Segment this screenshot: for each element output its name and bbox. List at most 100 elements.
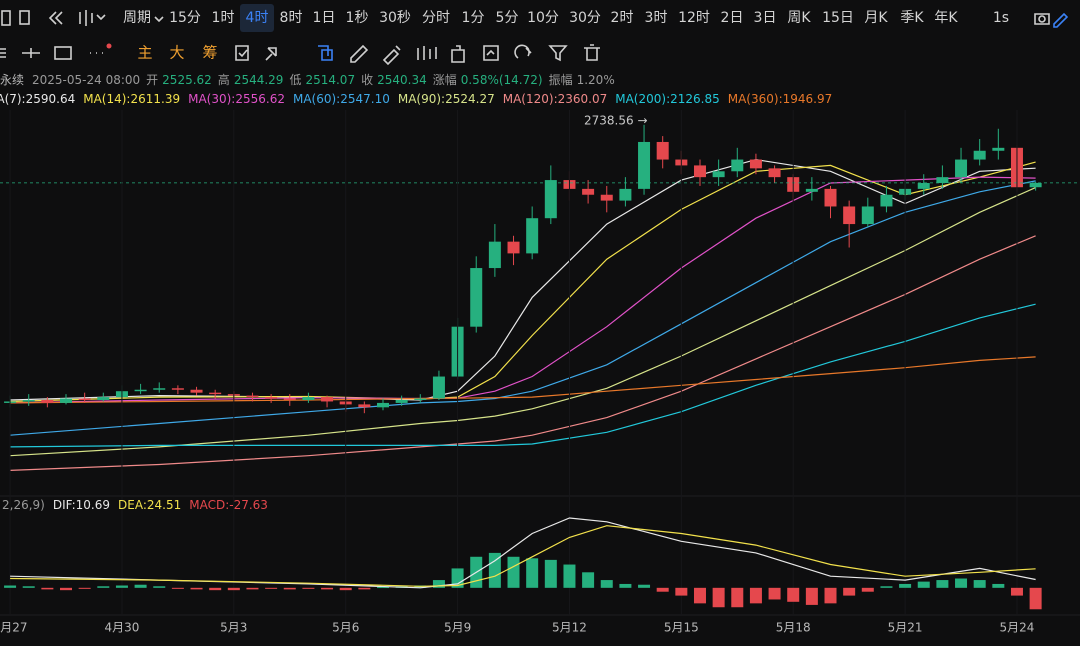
candle-body [97, 397, 110, 400]
info-text: 0.58%(14.72) [461, 73, 543, 87]
refresh-rate[interactable]: 1s [993, 10, 1009, 26]
legend-entry: MACD:-27.63 [189, 498, 268, 512]
macd-bar [712, 587, 725, 608]
period-option[interactable]: 季K [900, 10, 924, 26]
icon-pencil[interactable] [350, 44, 369, 63]
icon-period-dropdown[interactable] [154, 16, 164, 23]
period-option[interactable]: 1秒 [346, 10, 369, 26]
x-tick-label: 5月21 [888, 621, 923, 635]
macd-bar [209, 587, 222, 591]
period-option[interactable]: 8时 [280, 10, 303, 26]
x-tick-label: 5月24 [1000, 621, 1035, 635]
candle-body [712, 171, 725, 178]
period-option[interactable]: 15分 [169, 10, 201, 26]
period-option[interactable]: 3时 [645, 10, 668, 26]
period-option[interactable]: 4时 [246, 10, 269, 26]
period-option[interactable]: 1日 [313, 10, 336, 26]
macd-bar [227, 587, 240, 591]
period-option[interactable]: 15日 [822, 10, 854, 26]
candle-body [544, 180, 557, 219]
icon-lock[interactable] [451, 45, 465, 63]
icon-rect[interactable] [54, 46, 72, 60]
icon-draw[interactable] [1053, 12, 1069, 28]
candle-body [246, 395, 259, 398]
info-text: 收 [361, 73, 373, 87]
indicator-tool[interactable]: 大 [169, 44, 184, 62]
period-option[interactable]: 30分 [569, 10, 601, 26]
period-option[interactable]: 1时 [212, 10, 235, 26]
macd-bar [4, 585, 17, 588]
icon-tool-1[interactable] [235, 45, 249, 61]
icon-brush[interactable] [382, 45, 401, 66]
icon-delete[interactable] [584, 44, 600, 61]
candle-body [582, 188, 595, 195]
icon-hline[interactable] [22, 48, 40, 58]
icon-menu[interactable] [0, 48, 6, 58]
indicator-tool[interactable]: 主 [137, 44, 152, 62]
period-label[interactable]: 周期 [123, 10, 151, 26]
period-option[interactable]: 1分 [462, 10, 485, 26]
candle-body [376, 402, 389, 408]
icon-tool-3[interactable] [318, 45, 333, 61]
icon-candles[interactable] [417, 46, 437, 60]
candle-body [843, 206, 856, 225]
icon-layout[interactable] [1, 10, 11, 26]
icon-camera[interactable] [1034, 13, 1050, 25]
candle-body [526, 218, 539, 254]
info-text: 2540.34 [377, 73, 427, 87]
icon-kline-type[interactable] [79, 10, 106, 26]
candle-body [600, 194, 613, 201]
candle-body [283, 398, 296, 400]
macd-bar [171, 587, 184, 589]
period-option[interactable]: 2时 [611, 10, 634, 26]
macd-bar [134, 584, 147, 588]
legend-entry: MA(360):1946.97 [728, 92, 833, 106]
info-text: 2544.29 [234, 73, 284, 87]
icon-split[interactable] [19, 10, 30, 25]
macd-bar [97, 586, 110, 588]
info-row: 永续 2025-05-24 08:00 开 2525.62 高 2544.29 低 2514.… [0, 72, 615, 87]
period-option[interactable]: 月K [864, 10, 888, 26]
legend-entry: MA(30):2556.62 [188, 92, 285, 106]
macd-bar [507, 556, 520, 588]
icon-magnet[interactable] [514, 44, 532, 59]
candle-body [507, 241, 520, 254]
x-tick-label: 5月18 [776, 621, 811, 635]
period-option[interactable]: 5分 [496, 10, 519, 26]
icon-tool-2[interactable] [265, 47, 277, 61]
candle-body [656, 141, 669, 160]
period-option[interactable]: 2日 [721, 10, 744, 26]
candle-body [955, 159, 968, 178]
info-text: 高 [218, 72, 230, 87]
period-option[interactable]: 分时 [422, 10, 450, 26]
macd-bar [749, 587, 762, 604]
candle-body [805, 188, 818, 192]
candle-body [302, 397, 315, 400]
period-option[interactable]: 30秒 [379, 10, 411, 26]
period-option[interactable]: 12时 [678, 10, 710, 26]
icon-filter[interactable] [548, 45, 568, 62]
candle-body [22, 399, 35, 402]
macd-bar [376, 587, 389, 589]
x-tick-label: 5月3 [220, 621, 247, 635]
toolbar-icons[interactable] [0, 10, 1069, 66]
macd-bar [60, 587, 73, 591]
macd-bar [731, 587, 744, 608]
period-option[interactable]: 3日 [754, 10, 777, 26]
icon-back[interactable] [48, 11, 63, 25]
macd-legend: 2,26,9) DIF:10.69 DEA:24.51 MACD:-27.63 [2, 498, 268, 512]
ma-legend: MA(7):2590.64 MA(14):2611.39 MA(30):2556.6… [0, 92, 832, 106]
macd-bar [78, 587, 91, 589]
macd-bar [41, 587, 54, 590]
macd-bar [488, 552, 501, 588]
period-option[interactable]: 周K [787, 10, 811, 26]
indicator-tool[interactable]: 筹 [202, 44, 217, 62]
macd-bar [787, 587, 800, 602]
icon-note[interactable] [483, 45, 499, 61]
macd-bar [1029, 587, 1042, 610]
info-text: 2025-05-24 08:00 [32, 73, 140, 87]
period-option[interactable]: 10分 [527, 10, 559, 26]
macd-bar [544, 559, 557, 588]
period-option[interactable]: 年K [934, 10, 958, 26]
